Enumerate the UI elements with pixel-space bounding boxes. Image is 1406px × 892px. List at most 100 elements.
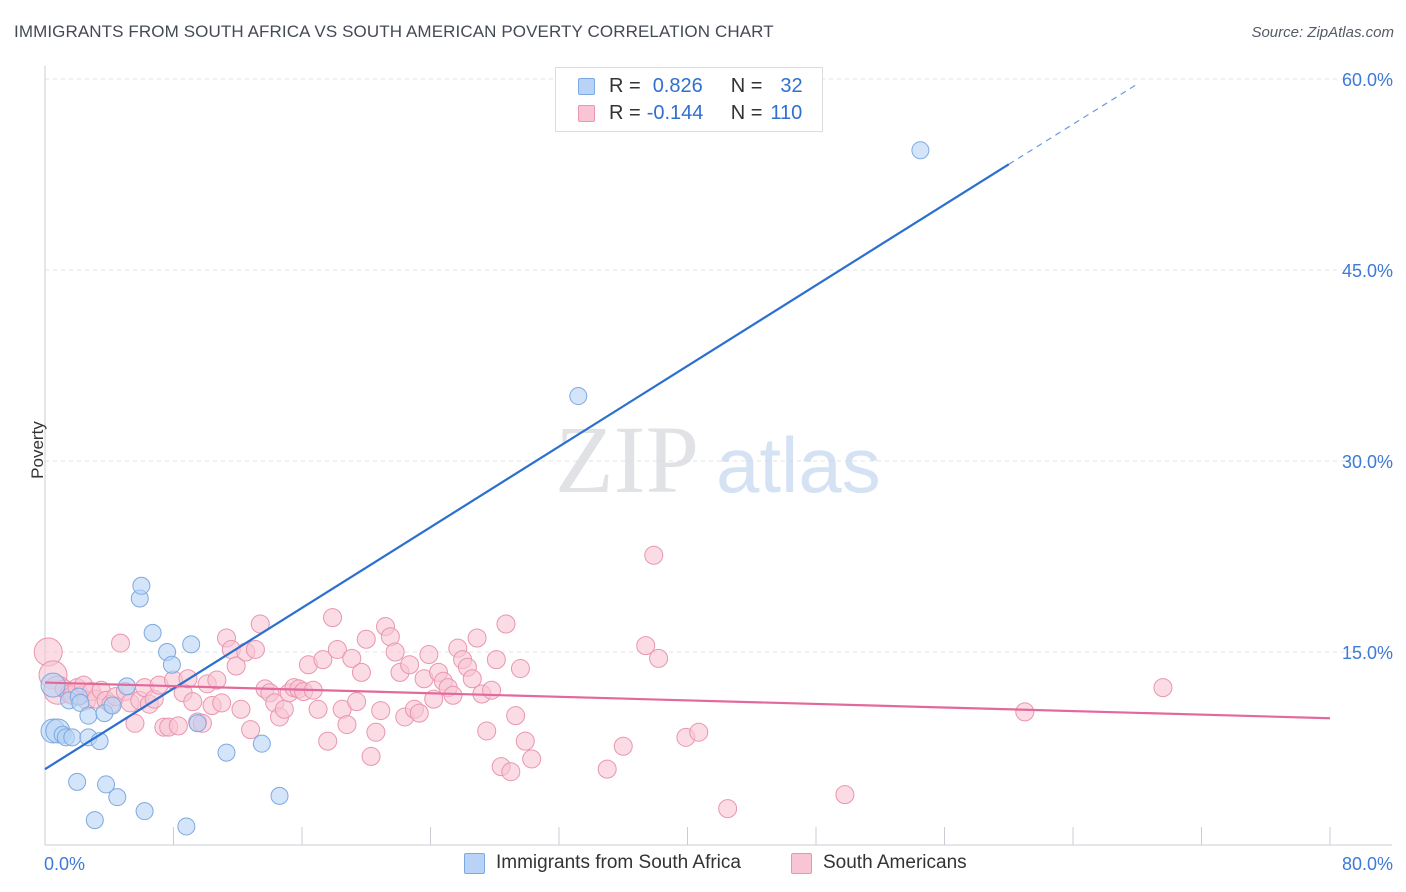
pink-point: [636, 636, 656, 656]
legend-r-label: R =: [609, 101, 641, 124]
blue-point: [71, 693, 90, 712]
blue-point: [79, 706, 98, 725]
y-tick-label: 60.0%: [1342, 70, 1393, 90]
pink-point: [245, 639, 265, 659]
pink-point: [510, 659, 530, 679]
pink-point: [689, 722, 709, 742]
pink-point: [212, 693, 232, 713]
pink-point: [385, 642, 405, 662]
pink-point: [649, 648, 669, 668]
pink-point: [207, 670, 227, 690]
axes-layer: [44, 66, 1392, 846]
blue-point: [68, 772, 87, 791]
legend-item-south-americans[interactable]: South Americans: [791, 852, 967, 874]
pink-point: [110, 633, 130, 653]
pink-point: [1015, 702, 1035, 722]
pink-point: [501, 762, 521, 782]
pink-point: [522, 749, 542, 769]
pink-point: [366, 722, 386, 742]
blue-point: [162, 655, 181, 674]
blue-point: [132, 576, 151, 595]
tick-labels: 15.0% 30.0% 45.0% 60.0% 0.0% 80.0%: [44, 70, 1393, 874]
pink-point: [241, 720, 261, 740]
legend-n-value-blue: 32: [780, 74, 803, 97]
blue-series-points: [40, 141, 930, 836]
blue-point: [270, 786, 289, 805]
pink-point: [482, 680, 502, 700]
blue-point: [117, 677, 136, 696]
blue-point: [188, 714, 207, 733]
trend-lines: [44, 83, 1331, 771]
blue-point: [85, 811, 104, 830]
legend-row-blue: R = 0.826 N = 32: [578, 74, 803, 98]
pink-point: [226, 656, 246, 676]
pink-point: [327, 639, 347, 659]
blue-point: [177, 817, 196, 836]
pink-point: [835, 785, 855, 805]
series-legend: Immigrants from South Africa South Ameri…: [0, 852, 1406, 878]
legend-r-value-blue: 0.826: [652, 74, 703, 97]
pink-point: [342, 648, 362, 668]
legend-swatch-pink: [578, 104, 595, 122]
blue-point: [143, 623, 162, 642]
pink-point: [318, 731, 338, 751]
blue-point: [135, 802, 154, 821]
grid-layer: [45, 78, 1392, 653]
y-tick-label: 15.0%: [1342, 643, 1393, 663]
correlation-legend: R = 0.826 N = 32 R = -0.144 N = 110: [555, 67, 823, 132]
x-tick-label: 0.0%: [44, 854, 85, 874]
pink-point: [486, 650, 506, 670]
blue-point: [103, 696, 122, 715]
pink-point: [613, 736, 633, 756]
legend-row-pink: R = -0.144 N = 110: [578, 101, 802, 125]
x-tick-label: 80.0%: [1342, 854, 1393, 874]
legend-swatch-blue: [578, 77, 595, 95]
watermark: ZIP atlas: [555, 406, 881, 513]
pink-point: [337, 715, 357, 735]
pink-point: [409, 703, 429, 723]
pink-point: [323, 608, 343, 628]
blue-point: [252, 734, 271, 753]
pink-point: [356, 629, 376, 649]
blue-trend-extension: [1008, 83, 1138, 165]
pink-point: [351, 662, 371, 682]
pink-point: [644, 545, 664, 565]
y-tick-label: 45.0%: [1342, 261, 1393, 281]
pink-point: [496, 614, 516, 634]
blue-point: [40, 672, 66, 698]
legend-label-south-americans: South Americans: [823, 852, 967, 873]
pink-trend-line: [44, 681, 1331, 720]
watermark-zip: ZIP: [555, 406, 699, 513]
legend-n-label: N =: [730, 74, 763, 97]
pink-point: [424, 689, 444, 709]
blue-point: [108, 788, 127, 807]
pink-point: [125, 713, 145, 733]
pink-point: [506, 706, 526, 726]
legend-n-label: N =: [730, 101, 763, 124]
pink-point: [718, 799, 738, 819]
blue-point: [63, 728, 82, 747]
legend-label-south-africa: Immigrants from South Africa: [496, 852, 741, 873]
pink-point: [400, 655, 420, 675]
pink-point: [347, 692, 367, 712]
legend-n-value-pink: 110: [770, 101, 803, 124]
pink-point: [515, 731, 535, 751]
pink-point: [462, 669, 482, 689]
pink-point: [467, 628, 487, 648]
legend-swatch-blue: [464, 852, 485, 874]
source-label: Source: ZipAtlas.com: [1251, 24, 1394, 41]
pink-point: [371, 701, 391, 721]
blue-point: [911, 141, 930, 160]
pink-point: [231, 699, 251, 719]
watermark-atlas: atlas: [716, 421, 881, 509]
pink-point: [313, 650, 333, 670]
legend-item-south-africa[interactable]: Immigrants from South Africa: [464, 852, 741, 874]
pink-point: [361, 746, 381, 766]
legend-swatch-pink: [791, 852, 812, 874]
blue-point: [182, 635, 201, 654]
legend-r-label: R =: [609, 74, 641, 97]
pink-point: [183, 692, 203, 712]
pink-point: [419, 645, 439, 665]
blue-point: [217, 743, 236, 762]
